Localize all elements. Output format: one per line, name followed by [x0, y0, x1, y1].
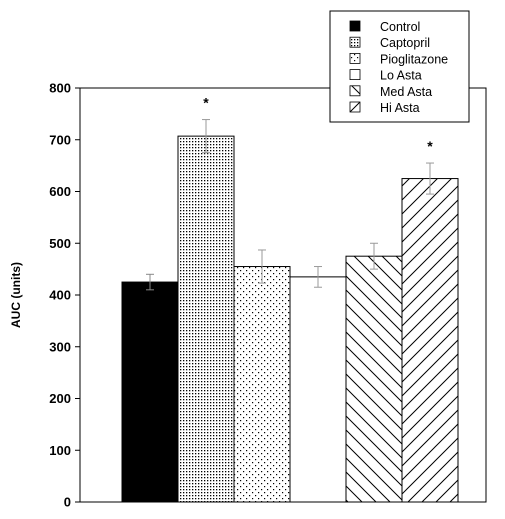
- y-tick-label-100: 100: [49, 443, 71, 458]
- bar-lo-asta: [289, 276, 347, 503]
- legend-label-control: Control: [380, 20, 420, 34]
- y-tick-label-0: 0: [64, 495, 71, 510]
- legend: Control Captopril Pioglitazone Lo Asta Med A…: [329, 10, 470, 123]
- bar-med-asta: [345, 255, 403, 503]
- legend-swatch-hi-asta: [349, 101, 361, 113]
- bar-captopril: [177, 135, 235, 503]
- legend-swatch-med-asta: [349, 85, 361, 97]
- legend-swatch-lo-asta: [349, 69, 361, 80]
- y-tick-label-400: 400: [49, 288, 71, 303]
- legend-swatch-captopril: [349, 36, 361, 48]
- significance-marker-captopril: *: [203, 95, 209, 111]
- y-tick-label-200: 200: [49, 391, 71, 406]
- y-axis-title: AUC (units): [9, 262, 23, 328]
- legend-label-pioglitazone: Pioglitazone: [380, 52, 448, 66]
- y-tick-label-300: 300: [49, 339, 71, 354]
- y-axis: 0 100 200 300 400 500 600 700 800: [49, 81, 80, 510]
- bars-layer: [121, 135, 459, 503]
- bar-hi-asta: [401, 178, 459, 503]
- bar-control: [121, 281, 179, 503]
- y-tick-label-600: 600: [49, 184, 71, 199]
- y-tick-label-700: 700: [49, 132, 71, 147]
- legend-label-captopril: Captopril: [380, 36, 430, 50]
- error-bars-layer: [146, 119, 434, 291]
- significance-marker-hi-asta: *: [427, 138, 433, 154]
- legend-label-lo-asta: Lo Asta: [380, 69, 422, 83]
- significance-layer: **: [203, 95, 433, 154]
- legend-label-med-asta: Med Asta: [380, 85, 432, 99]
- legend-swatch-pioglitazone: [349, 53, 361, 64]
- y-tick-label-500: 500: [49, 236, 71, 251]
- y-tick-label-800: 800: [49, 81, 71, 96]
- legend-label-hi-asta: Hi Asta: [380, 101, 420, 115]
- legend-swatch-control: [349, 20, 361, 32]
- bar-pioglitazone: [233, 266, 291, 503]
